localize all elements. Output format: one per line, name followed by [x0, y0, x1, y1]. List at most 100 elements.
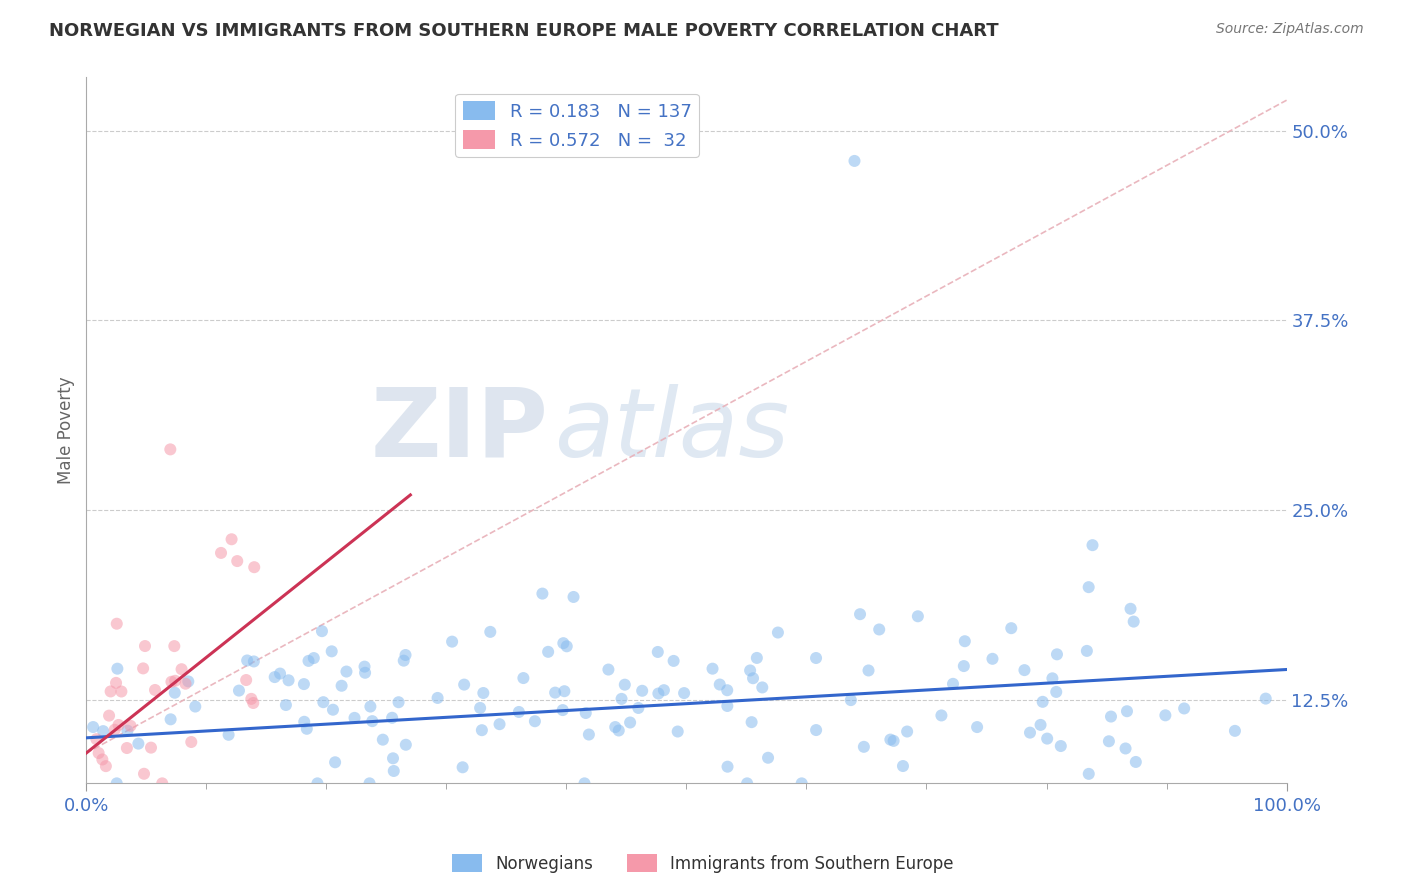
Point — [716, 760, 738, 774]
Point — [353, 659, 375, 673]
Point — [553, 636, 575, 650]
Point — [382, 764, 405, 778]
Point — [844, 153, 866, 168]
Point — [302, 651, 325, 665]
Point — [307, 776, 329, 790]
Point — [907, 609, 929, 624]
Text: atlas: atlas — [554, 384, 789, 477]
Point — [105, 662, 128, 676]
Point — [1099, 709, 1122, 723]
Point — [1019, 725, 1042, 739]
Point — [1032, 695, 1054, 709]
Point — [134, 639, 156, 653]
Point — [1125, 755, 1147, 769]
Point — [471, 723, 494, 738]
Point — [163, 686, 186, 700]
Point — [330, 679, 353, 693]
Point — [322, 703, 344, 717]
Point — [607, 723, 630, 738]
Point — [381, 711, 404, 725]
Point — [1077, 767, 1099, 781]
Point — [274, 698, 297, 712]
Point — [1173, 701, 1195, 715]
Point — [371, 732, 394, 747]
Point — [553, 684, 575, 698]
Point — [312, 695, 335, 709]
Text: Source: ZipAtlas.com: Source: ZipAtlas.com — [1216, 22, 1364, 37]
Point — [1049, 739, 1071, 753]
Point — [555, 640, 578, 654]
Point — [942, 677, 965, 691]
Point — [1077, 580, 1099, 594]
Point — [382, 751, 405, 765]
Point — [1154, 708, 1177, 723]
Point — [335, 665, 357, 679]
Point — [931, 708, 953, 723]
Point — [323, 756, 346, 770]
Point — [387, 695, 409, 709]
Point — [858, 664, 880, 678]
Point — [86, 732, 108, 747]
Point — [295, 722, 318, 736]
Point — [849, 607, 872, 622]
Point — [177, 674, 200, 689]
Point — [105, 776, 128, 790]
Point — [619, 715, 641, 730]
Point — [110, 684, 132, 698]
Point — [143, 683, 166, 698]
Point — [766, 625, 789, 640]
Point — [1119, 601, 1142, 615]
Point — [488, 717, 510, 731]
Point — [605, 720, 627, 734]
Point — [160, 674, 183, 689]
Point — [627, 701, 650, 715]
Text: ZIP: ZIP — [371, 384, 548, 477]
Point — [297, 654, 319, 668]
Point — [953, 659, 976, 673]
Point — [868, 623, 890, 637]
Point — [163, 639, 186, 653]
Point — [575, 706, 598, 720]
Point — [292, 714, 315, 729]
Point — [451, 760, 474, 774]
Point — [1029, 718, 1052, 732]
Point — [578, 727, 600, 741]
Point — [426, 690, 449, 705]
Point — [531, 586, 554, 600]
Point — [1122, 615, 1144, 629]
Point — [354, 665, 377, 680]
Point — [174, 676, 197, 690]
Point — [105, 676, 128, 690]
Point — [117, 723, 139, 738]
Point — [105, 616, 128, 631]
Point — [741, 715, 763, 730]
Point — [242, 696, 264, 710]
Point — [1000, 621, 1022, 635]
Point — [100, 684, 122, 698]
Point — [139, 740, 162, 755]
Point — [218, 728, 240, 742]
Point — [82, 720, 104, 734]
Point — [1014, 663, 1036, 677]
Point — [574, 776, 596, 790]
Point — [159, 712, 181, 726]
Point — [441, 634, 464, 648]
Point — [277, 673, 299, 688]
Point — [981, 652, 1004, 666]
Point — [472, 686, 495, 700]
Point — [544, 685, 567, 699]
Point — [468, 701, 491, 715]
Point — [228, 683, 250, 698]
Point — [159, 442, 181, 457]
Legend: R = 0.183   N = 137, R = 0.572   N =  32: R = 0.183 N = 137, R = 0.572 N = 32 — [456, 94, 699, 157]
Point — [709, 677, 731, 691]
Point — [852, 739, 875, 754]
Point — [1045, 685, 1067, 699]
Point — [745, 651, 768, 665]
Point — [236, 653, 259, 667]
Point — [107, 718, 129, 732]
Point — [240, 691, 263, 706]
Point — [165, 673, 187, 688]
Point — [1046, 648, 1069, 662]
Point — [613, 678, 636, 692]
